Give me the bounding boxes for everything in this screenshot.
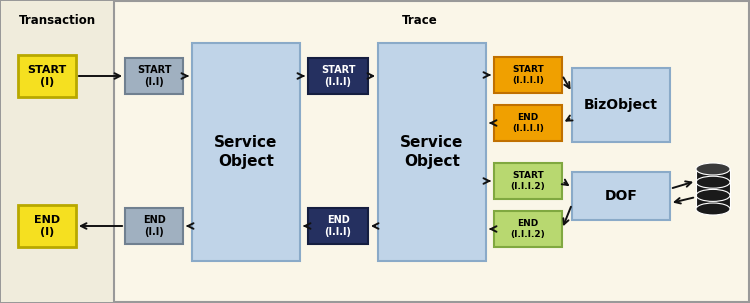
Bar xyxy=(494,163,562,199)
Bar xyxy=(308,58,368,94)
Text: Trace: Trace xyxy=(402,14,438,27)
Bar xyxy=(572,172,670,220)
Text: START
(I.I.I.I): START (I.I.I.I) xyxy=(512,65,544,85)
Text: START
(I): START (I) xyxy=(27,65,67,87)
Bar xyxy=(308,208,368,244)
Text: START
(I.I.I): START (I.I.I) xyxy=(321,65,356,87)
Bar xyxy=(494,105,562,141)
Bar xyxy=(125,208,183,244)
Text: BizObject: BizObject xyxy=(584,98,658,112)
Bar xyxy=(494,57,562,93)
Bar xyxy=(18,55,76,97)
Ellipse shape xyxy=(696,203,730,215)
Bar xyxy=(1,1,114,302)
Polygon shape xyxy=(696,169,730,209)
Text: END
(I.I.I.2): END (I.I.I.2) xyxy=(511,219,545,239)
Bar xyxy=(572,68,670,142)
Text: Service
Object: Service Object xyxy=(214,135,278,169)
Text: START
(I.I.I.2): START (I.I.I.2) xyxy=(511,171,545,191)
Ellipse shape xyxy=(696,163,730,175)
Text: END
(I.I.I.I): END (I.I.I.I) xyxy=(512,113,544,133)
Bar xyxy=(494,211,562,247)
Bar xyxy=(192,43,300,261)
Bar xyxy=(378,43,486,261)
Text: Service
Object: Service Object xyxy=(400,135,464,169)
Text: START
(I.I): START (I.I) xyxy=(136,65,171,87)
Text: Transaction: Transaction xyxy=(19,14,95,27)
Text: END
(I.I.I): END (I.I.I) xyxy=(325,215,352,237)
Bar xyxy=(18,205,76,247)
Text: END
(I): END (I) xyxy=(34,215,60,237)
Text: END
(I.I): END (I.I) xyxy=(142,215,165,237)
Text: DOF: DOF xyxy=(604,189,638,203)
Bar xyxy=(125,58,183,94)
